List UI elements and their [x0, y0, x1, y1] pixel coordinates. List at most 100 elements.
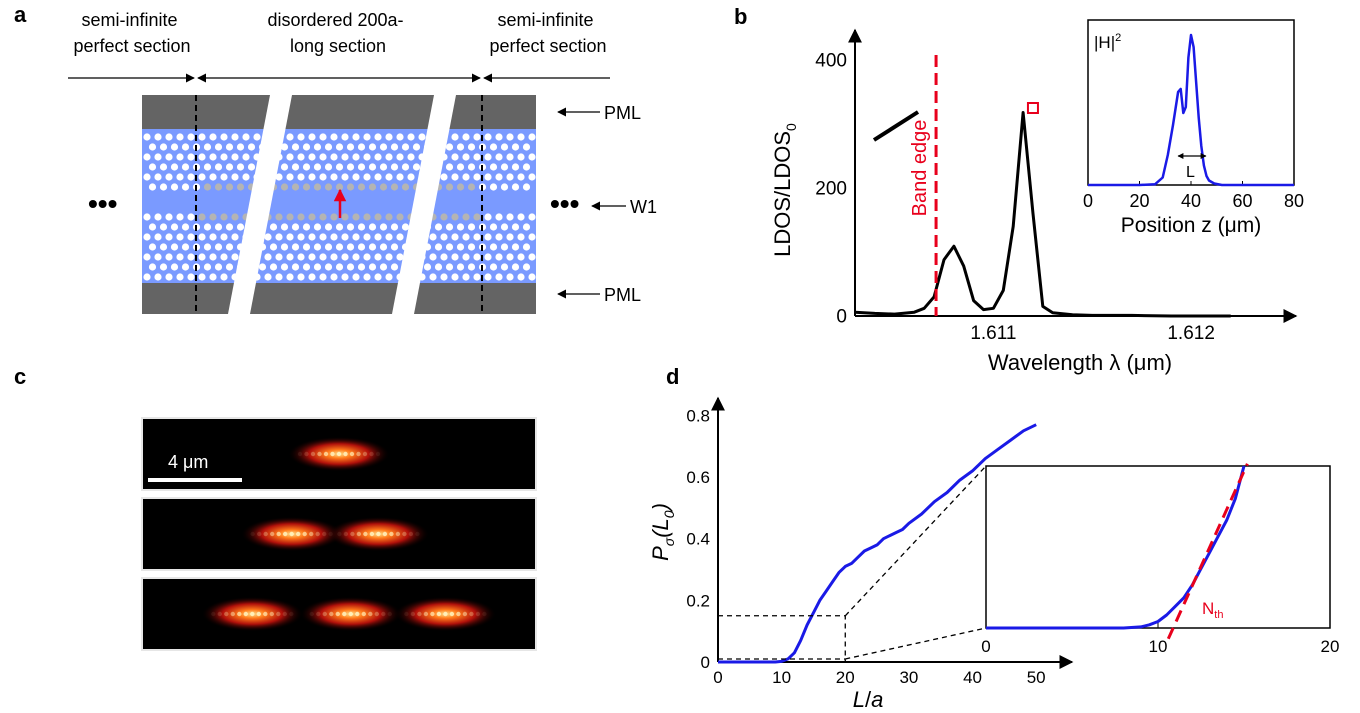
left-section-label: semi-infinite perfect section: [73, 10, 190, 56]
air-hole: [302, 183, 311, 191]
panel-c-label: c: [14, 364, 26, 389]
air-hole: [280, 183, 289, 191]
air-hole: [319, 133, 327, 141]
air-hole: [484, 153, 492, 161]
air-hole: [159, 263, 168, 271]
air-hole: [462, 153, 470, 161]
air-hole: [341, 133, 349, 141]
air-hole: [143, 153, 151, 161]
air-hole: [286, 273, 294, 281]
air-hole: [313, 223, 322, 231]
w1-label: W1: [630, 197, 657, 217]
air-hole: [280, 163, 289, 171]
mode-hotspot: [289, 611, 294, 617]
air-hole: [357, 163, 366, 171]
air-hole: [484, 253, 492, 261]
air-hole: [363, 233, 371, 241]
mode-hotspot: [211, 611, 216, 617]
air-hole: [517, 233, 525, 241]
air-hole: [407, 133, 415, 141]
air-hole: [181, 223, 190, 231]
mode-hotspot: [404, 611, 409, 617]
air-hole: [429, 233, 437, 241]
air-hole: [154, 153, 162, 161]
air-hole: [506, 213, 514, 221]
air-hole: [462, 273, 470, 281]
air-hole: [154, 133, 162, 141]
mode-hotspot: [322, 611, 327, 617]
air-hole: [291, 263, 300, 271]
air-hole: [231, 253, 239, 261]
air-hole: [346, 243, 355, 251]
air-hole: [440, 233, 448, 241]
air-hole: [484, 133, 492, 141]
mode-hotspot: [237, 611, 242, 617]
mode-hotspot: [282, 611, 287, 617]
mode-hotspot: [269, 611, 274, 617]
air-hole: [473, 173, 481, 181]
air-hole: [209, 173, 217, 181]
air-hole: [330, 213, 338, 221]
air-hole: [429, 273, 437, 281]
air-hole: [214, 163, 223, 171]
air-hole: [522, 183, 531, 191]
air-hole: [225, 163, 234, 171]
mode-hotspot: [343, 531, 349, 537]
air-hole: [489, 143, 498, 151]
b-xtick-label: 1.612: [1167, 323, 1215, 344]
air-hole: [445, 163, 454, 171]
air-hole: [264, 233, 272, 241]
b-ylabel: LDOS/LDOS0: [770, 123, 799, 257]
mode-hotspot: [310, 451, 316, 457]
air-hole: [324, 243, 333, 251]
air-hole: [489, 183, 498, 191]
mode-hotspot: [348, 611, 353, 617]
scale-bar-label: 4 μm: [168, 452, 208, 472]
air-hole: [308, 153, 316, 161]
air-hole: [209, 253, 217, 261]
air-hole: [286, 253, 294, 261]
air-hole: [297, 213, 305, 221]
mode-hotspot: [250, 611, 255, 617]
air-hole: [434, 263, 443, 271]
break-mark-right: [392, 95, 456, 314]
air-hole: [445, 183, 454, 191]
air-hole: [291, 163, 300, 171]
air-hole: [445, 263, 454, 271]
air-hole: [198, 253, 206, 261]
air-hole: [242, 153, 250, 161]
air-hole: [396, 253, 404, 261]
waveguide-structure: [142, 95, 536, 314]
air-hole: [319, 273, 327, 281]
air-hole: [203, 163, 212, 171]
air-hole: [280, 243, 289, 251]
air-hole: [181, 163, 190, 171]
mode-hotspot: [402, 531, 407, 537]
air-hole: [528, 153, 536, 161]
d-xtick-label: 20: [836, 668, 855, 687]
air-hole: [517, 273, 525, 281]
air-hole: [269, 243, 278, 251]
air-hole: [231, 153, 239, 161]
air-hole: [324, 263, 333, 271]
air-hole: [385, 173, 393, 181]
mode-hotspot: [382, 531, 388, 537]
air-hole: [379, 243, 388, 251]
air-hole: [407, 153, 415, 161]
air-hole: [170, 143, 179, 151]
right-section-label: semi-infinite perfect section: [489, 10, 606, 56]
air-hole: [258, 263, 267, 271]
air-hole: [357, 263, 366, 271]
mode-hotspot: [376, 531, 381, 537]
b-inset-xtick-label: 80: [1284, 191, 1304, 211]
mode-hotspot: [387, 611, 392, 617]
air-hole: [236, 143, 245, 151]
mode-hotspot: [289, 531, 294, 537]
d-ytick-label: 0.6: [686, 468, 710, 487]
air-hole: [203, 243, 212, 251]
air-hole: [225, 223, 234, 231]
air-hole: [209, 153, 217, 161]
b-xtick-label: 1.611: [970, 323, 1016, 344]
air-hole: [462, 233, 470, 241]
air-hole: [159, 163, 168, 171]
